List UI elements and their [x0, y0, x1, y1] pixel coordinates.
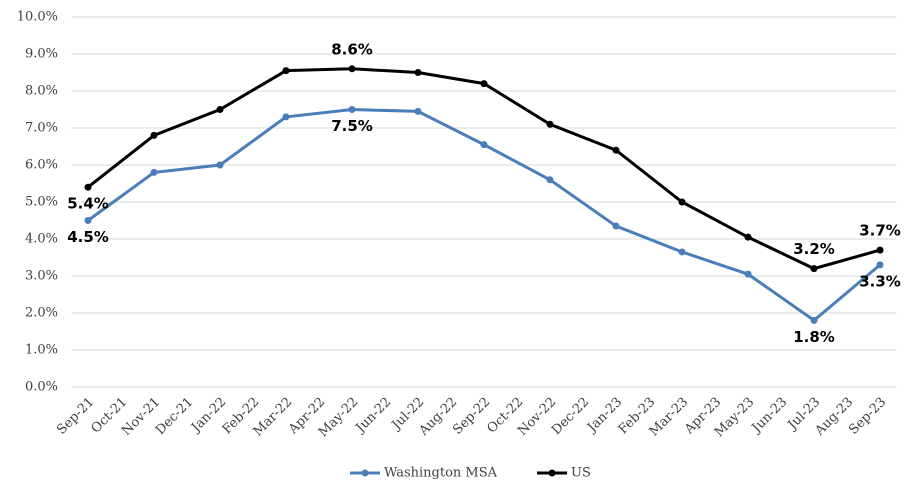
data-point: [84, 183, 92, 191]
data-label: 4.5%: [67, 228, 109, 246]
y-tick-label: 9.0%: [25, 47, 58, 62]
legend-marker: [361, 469, 369, 477]
data-point: [282, 113, 290, 121]
y-tick-label: 7.0%: [25, 121, 58, 136]
data-point: [150, 131, 158, 139]
legend-label: Washington MSA: [384, 466, 498, 481]
data-point: [810, 265, 818, 273]
data-label: 7.5%: [331, 117, 373, 135]
data-point: [348, 65, 356, 73]
data-point: [216, 106, 224, 113]
data-point: [612, 146, 620, 154]
data-point: [84, 217, 92, 224]
data-point: [876, 261, 884, 269]
y-tick-label: 1.0%: [25, 343, 58, 358]
data-point: [414, 69, 422, 76]
legend-label: US: [571, 466, 591, 481]
x-tick-label: Sep-23: [846, 395, 889, 438]
x-tick-label: Sep-22: [450, 395, 493, 438]
data-point: [480, 141, 488, 149]
data-point: [414, 107, 422, 115]
data-label: 5.4%: [67, 195, 109, 213]
data-point: [810, 316, 818, 324]
data-label: 3.2%: [793, 240, 835, 258]
data-point: [876, 246, 884, 254]
y-tick-label: 0.0%: [25, 380, 58, 395]
y-tick-label: 2.0%: [25, 306, 58, 321]
legend-marker: [548, 469, 556, 477]
data-label: 3.7%: [859, 222, 901, 240]
x-tick-label: Jun-23: [748, 395, 790, 437]
data-point: [546, 176, 554, 184]
x-tick-label: Dec-21: [153, 395, 196, 438]
x-tick-label: Jun-22: [352, 395, 394, 437]
data-point: [282, 67, 290, 75]
series-line: [87, 107, 881, 323]
data-point: [150, 168, 158, 176]
y-tick-label: 4.0%: [25, 232, 58, 247]
data-label: 8.6%: [331, 40, 373, 58]
data-label: 1.8%: [793, 328, 835, 346]
data-label: 3.3%: [859, 272, 901, 290]
data-point: [348, 106, 356, 113]
x-tick-label: Sep-21: [54, 395, 97, 438]
data-point: [480, 80, 488, 88]
data-point: [678, 198, 686, 206]
y-tick-label: 5.0%: [25, 195, 58, 210]
y-tick-label: 8.0%: [25, 84, 58, 99]
data-point: [744, 270, 752, 278]
x-tick-label: Dec-22: [549, 395, 592, 438]
data-point: [546, 120, 554, 128]
y-tick-label: 3.0%: [25, 269, 58, 284]
data-point: [216, 161, 224, 169]
data-point: [744, 233, 752, 241]
data-point: [612, 222, 620, 230]
data-point: [678, 248, 686, 256]
y-tick-label: 6.0%: [25, 158, 58, 173]
y-tick-label: 10.0%: [17, 10, 58, 25]
